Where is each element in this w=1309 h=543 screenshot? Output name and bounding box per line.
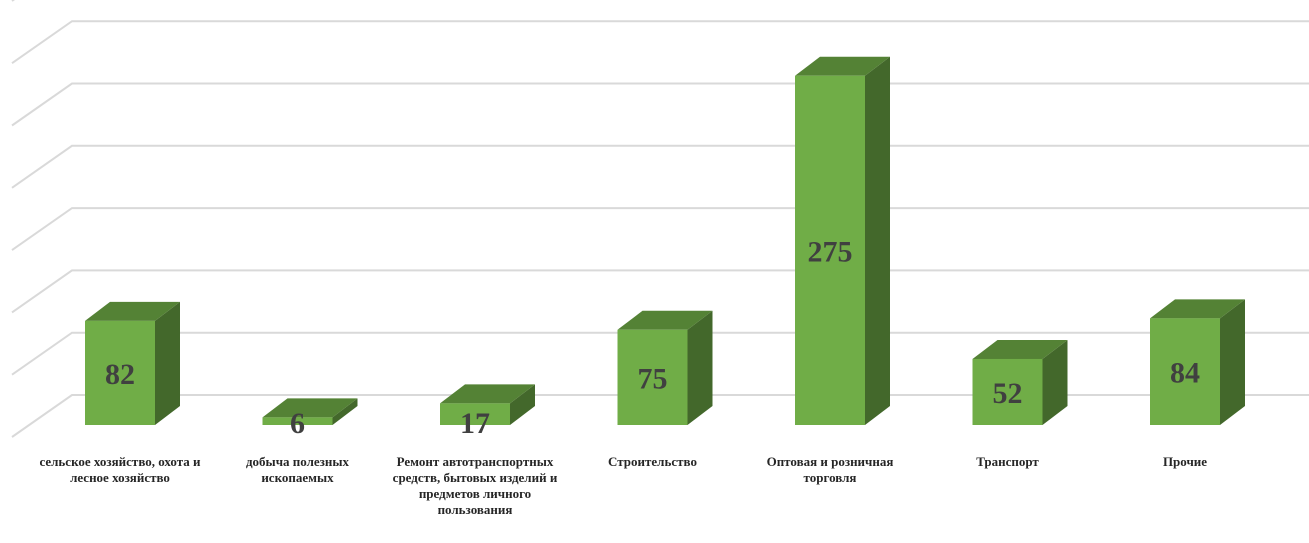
gridline <box>11 394 1309 438</box>
bar-front <box>972 358 1043 425</box>
bar-side <box>865 56 890 425</box>
bar-top <box>795 56 890 76</box>
bar-side <box>332 398 358 425</box>
bar <box>1150 299 1245 425</box>
bar-side <box>155 301 180 425</box>
gridline <box>11 82 1309 127</box>
bar-side <box>687 310 713 425</box>
gridline <box>11 269 1309 314</box>
category-label: Строительство <box>608 454 697 469</box>
bar <box>617 310 713 425</box>
bar <box>262 398 358 425</box>
bars: 82 6 17 75 275 52 84 <box>85 56 1245 440</box>
category-label: добыча полезных ископаемых <box>245 454 350 485</box>
data-label: 75 <box>638 362 668 395</box>
bar-front <box>262 417 333 425</box>
bar-front <box>440 403 510 425</box>
category-label: Транспорт <box>976 454 1039 469</box>
bar-side <box>510 384 535 425</box>
bar <box>440 384 535 425</box>
data-label: 84 <box>1170 357 1200 390</box>
gridline <box>11 144 1309 189</box>
category-label: Оптовая и розничная торговля <box>766 454 894 485</box>
gridline <box>11 207 1309 251</box>
bar-front <box>1150 318 1220 425</box>
bar-front <box>617 329 688 425</box>
bar <box>85 301 180 425</box>
bar <box>795 56 890 425</box>
gridline <box>11 331 1309 376</box>
bar-side <box>1042 339 1068 425</box>
category-label: сельское хозяйство, охота и лесное хозяй… <box>39 454 201 485</box>
category-label: Прочие <box>1162 454 1208 469</box>
bar-top <box>1150 299 1245 319</box>
data-label: 52 <box>993 377 1023 410</box>
gridlines <box>11 0 1309 438</box>
bar <box>972 339 1068 425</box>
bar-front <box>85 320 155 425</box>
bar-top <box>85 301 180 321</box>
bar-top <box>972 339 1068 359</box>
gridline <box>11 20 1309 65</box>
data-label: 6 <box>290 407 305 440</box>
bar-top <box>617 310 713 330</box>
bar-top <box>440 384 535 404</box>
data-label: 17 <box>460 407 490 440</box>
gridline <box>11 0 16 2</box>
data-label: 82 <box>105 358 135 391</box>
category-label: Ремонт автотранспортных средств, бытовых… <box>392 454 558 517</box>
bar-top <box>262 398 358 418</box>
bar-side <box>1220 299 1245 425</box>
data-label: 275 <box>808 235 853 268</box>
bar-front <box>795 75 865 425</box>
